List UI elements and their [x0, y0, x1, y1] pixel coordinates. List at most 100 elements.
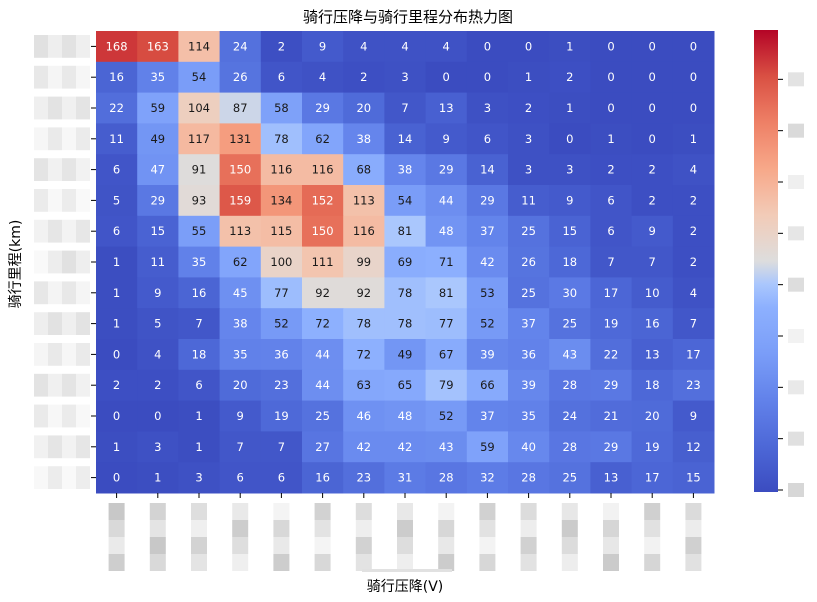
cell-value-label: 26 [233, 70, 248, 84]
cell-value-label: 4 [690, 286, 697, 300]
cell-value-label: 4 [690, 163, 697, 177]
cell-value-label: 48 [398, 409, 413, 423]
x-tick-label-illegible [314, 554, 331, 571]
heatmap-cell [590, 31, 633, 63]
x-tick-label-illegible [149, 537, 166, 554]
cell-value-label: 13 [604, 471, 619, 485]
cell-value-label: 23 [356, 471, 371, 485]
y-tick-label-illegible [76, 96, 90, 120]
heatmap-cell [260, 215, 303, 248]
cell-value-label: 44 [439, 193, 454, 207]
heatmap-cell [219, 462, 262, 494]
heatmap-cell [96, 308, 138, 340]
heatmap-cell [343, 246, 385, 278]
cell-value-label: 1 [566, 39, 573, 53]
heatmap-cell [466, 462, 509, 494]
heatmap-cell [178, 246, 221, 278]
y-tick-label-illegible [34, 373, 48, 397]
cell-value-label: 26 [521, 255, 536, 269]
cell-value-label: 71 [439, 255, 454, 269]
cell-value-label: 2 [607, 163, 614, 177]
heatmap-cell [672, 154, 715, 186]
heatmap-cell [466, 246, 509, 278]
heatmap-cell [343, 92, 385, 124]
heatmap-cell [384, 369, 427, 402]
cell-value-label: 29 [439, 163, 454, 177]
heatmap-cell [631, 431, 674, 463]
heatmap-cell [96, 462, 138, 494]
cell-value-label: 150 [312, 224, 334, 238]
heatmap-cell [137, 431, 179, 463]
cell-value-label: 0 [607, 101, 614, 115]
cell-value-label: 21 [604, 409, 619, 423]
heatmap-cell [508, 339, 550, 371]
cell-value-label: 9 [237, 409, 244, 423]
heatmap-cell [260, 277, 303, 309]
cell-value-label: 46 [356, 409, 371, 423]
heatmap-cell [508, 31, 550, 63]
heatmap-cell [425, 339, 468, 371]
heatmap-cell [260, 431, 303, 463]
x-tick-label-illegible [479, 537, 496, 554]
cell-value-label: 4 [154, 347, 161, 361]
cell-value-label: 9 [649, 224, 656, 238]
heatmap-cell [219, 400, 262, 432]
cell-value-label: 6 [607, 224, 614, 238]
cell-value-label: 6 [607, 193, 614, 207]
cell-value-label: 0 [113, 409, 120, 423]
heatmap-cell [425, 400, 468, 432]
cell-value-label: 115 [270, 224, 292, 238]
cell-value-label: 17 [686, 347, 701, 361]
heatmap-cell [466, 123, 509, 155]
cell-value-label: 16 [192, 286, 207, 300]
heatmap-cell [302, 369, 344, 402]
cell-value-label: 4 [401, 39, 408, 53]
cell-value-label: 13 [439, 101, 454, 115]
cell-value-label: 4 [443, 39, 450, 53]
heatmap-cell [631, 185, 674, 217]
y-tick-label-illegible [62, 219, 76, 243]
chart-title: 骑行压降与骑行里程分布热力图 [303, 8, 513, 26]
heatmap-cell [96, 339, 138, 371]
cell-value-label: 38 [233, 317, 248, 331]
y-tick-label-illegible [76, 219, 90, 243]
cell-value-label: 3 [401, 70, 408, 84]
cell-value-label: 2 [690, 193, 697, 207]
heatmap-cell [631, 154, 674, 186]
cell-value-label: 25 [521, 286, 536, 300]
cell-value-label: 29 [480, 193, 495, 207]
x-tick-label-illegible [355, 554, 372, 571]
y-tick-label-illegible [48, 219, 62, 243]
cell-value-label: 1 [113, 286, 120, 300]
cell-value-label: 92 [356, 286, 371, 300]
cell-value-label: 92 [315, 286, 330, 300]
heatmap-cell [672, 308, 715, 340]
cell-value-label: 49 [150, 132, 165, 146]
heatmap-cell [631, 277, 674, 309]
cell-value-label: 15 [562, 224, 577, 238]
cell-value-label: 1 [154, 471, 161, 485]
cell-value-label: 1 [690, 132, 697, 146]
heatmap-cell [631, 215, 674, 248]
cell-value-label: 10 [645, 286, 660, 300]
y-tick-label-illegible [76, 435, 90, 459]
cell-value-label: 2 [525, 101, 532, 115]
x-tick-label-illegible [108, 537, 125, 554]
heatmap-cell [549, 123, 591, 155]
y-tick-label-illegible [48, 250, 62, 274]
heatmap-cell [384, 215, 427, 248]
heatmap-cell [672, 369, 715, 402]
cell-value-label: 13 [645, 347, 660, 361]
cell-value-label: 116 [270, 163, 292, 177]
cell-value-label: 39 [480, 347, 495, 361]
heatmap-cell [590, 246, 633, 278]
heatmap-cell [549, 369, 591, 402]
heatmap-cell [96, 123, 138, 155]
heatmap-cell [508, 308, 550, 340]
heatmap-cell [590, 92, 633, 124]
heatmap-cell [590, 123, 633, 155]
y-tick-label-illegible [34, 35, 48, 58]
x-tick-label-illegible [397, 520, 413, 537]
cell-value-label: 2 [360, 70, 367, 84]
